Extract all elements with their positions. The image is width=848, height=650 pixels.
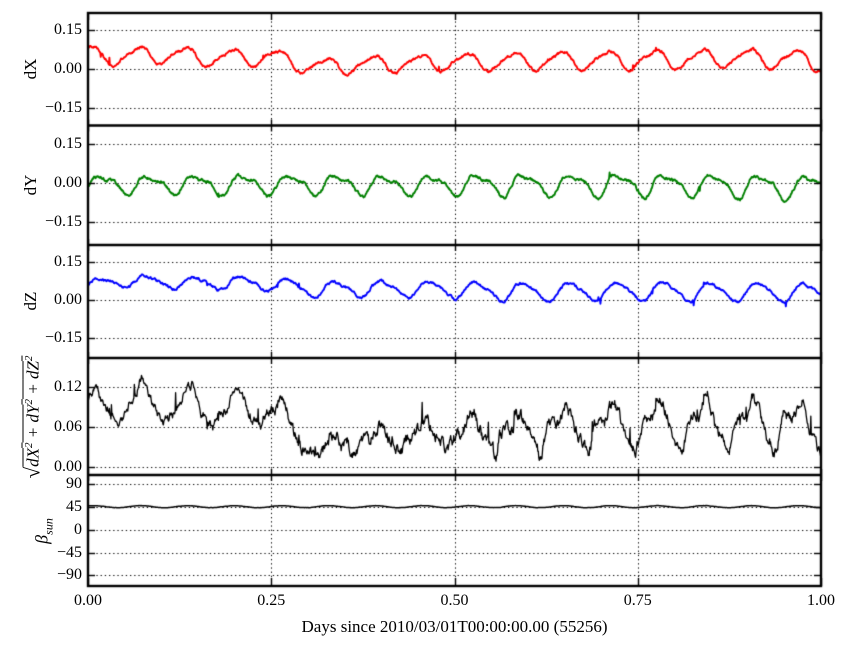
y-axis-label-dy: dY bbox=[21, 175, 41, 196]
beta-symbol: β bbox=[31, 534, 52, 544]
y-axis-label-dz-text: dZ bbox=[21, 291, 40, 311]
y-axis-label-dy-text: dY bbox=[21, 174, 40, 196]
norm-expression: dX2 + dY2 + dZ2 bbox=[22, 355, 43, 467]
y-axis-label-beta: βsun bbox=[32, 518, 57, 544]
y-axis-label-dx-text: dX bbox=[21, 58, 40, 80]
beta-subscript: sun bbox=[41, 518, 56, 535]
radical-sign-icon: √ bbox=[20, 466, 45, 479]
y-axis-label-norm: √dX2 + dY2 + dZ2 bbox=[21, 356, 46, 479]
y-axis-label-dx: dX bbox=[21, 59, 41, 80]
y-axis-label-dz: dZ bbox=[21, 292, 41, 311]
x-axis-label: Days since 2010/03/01T00:00:00.00 (55256… bbox=[301, 617, 608, 636]
